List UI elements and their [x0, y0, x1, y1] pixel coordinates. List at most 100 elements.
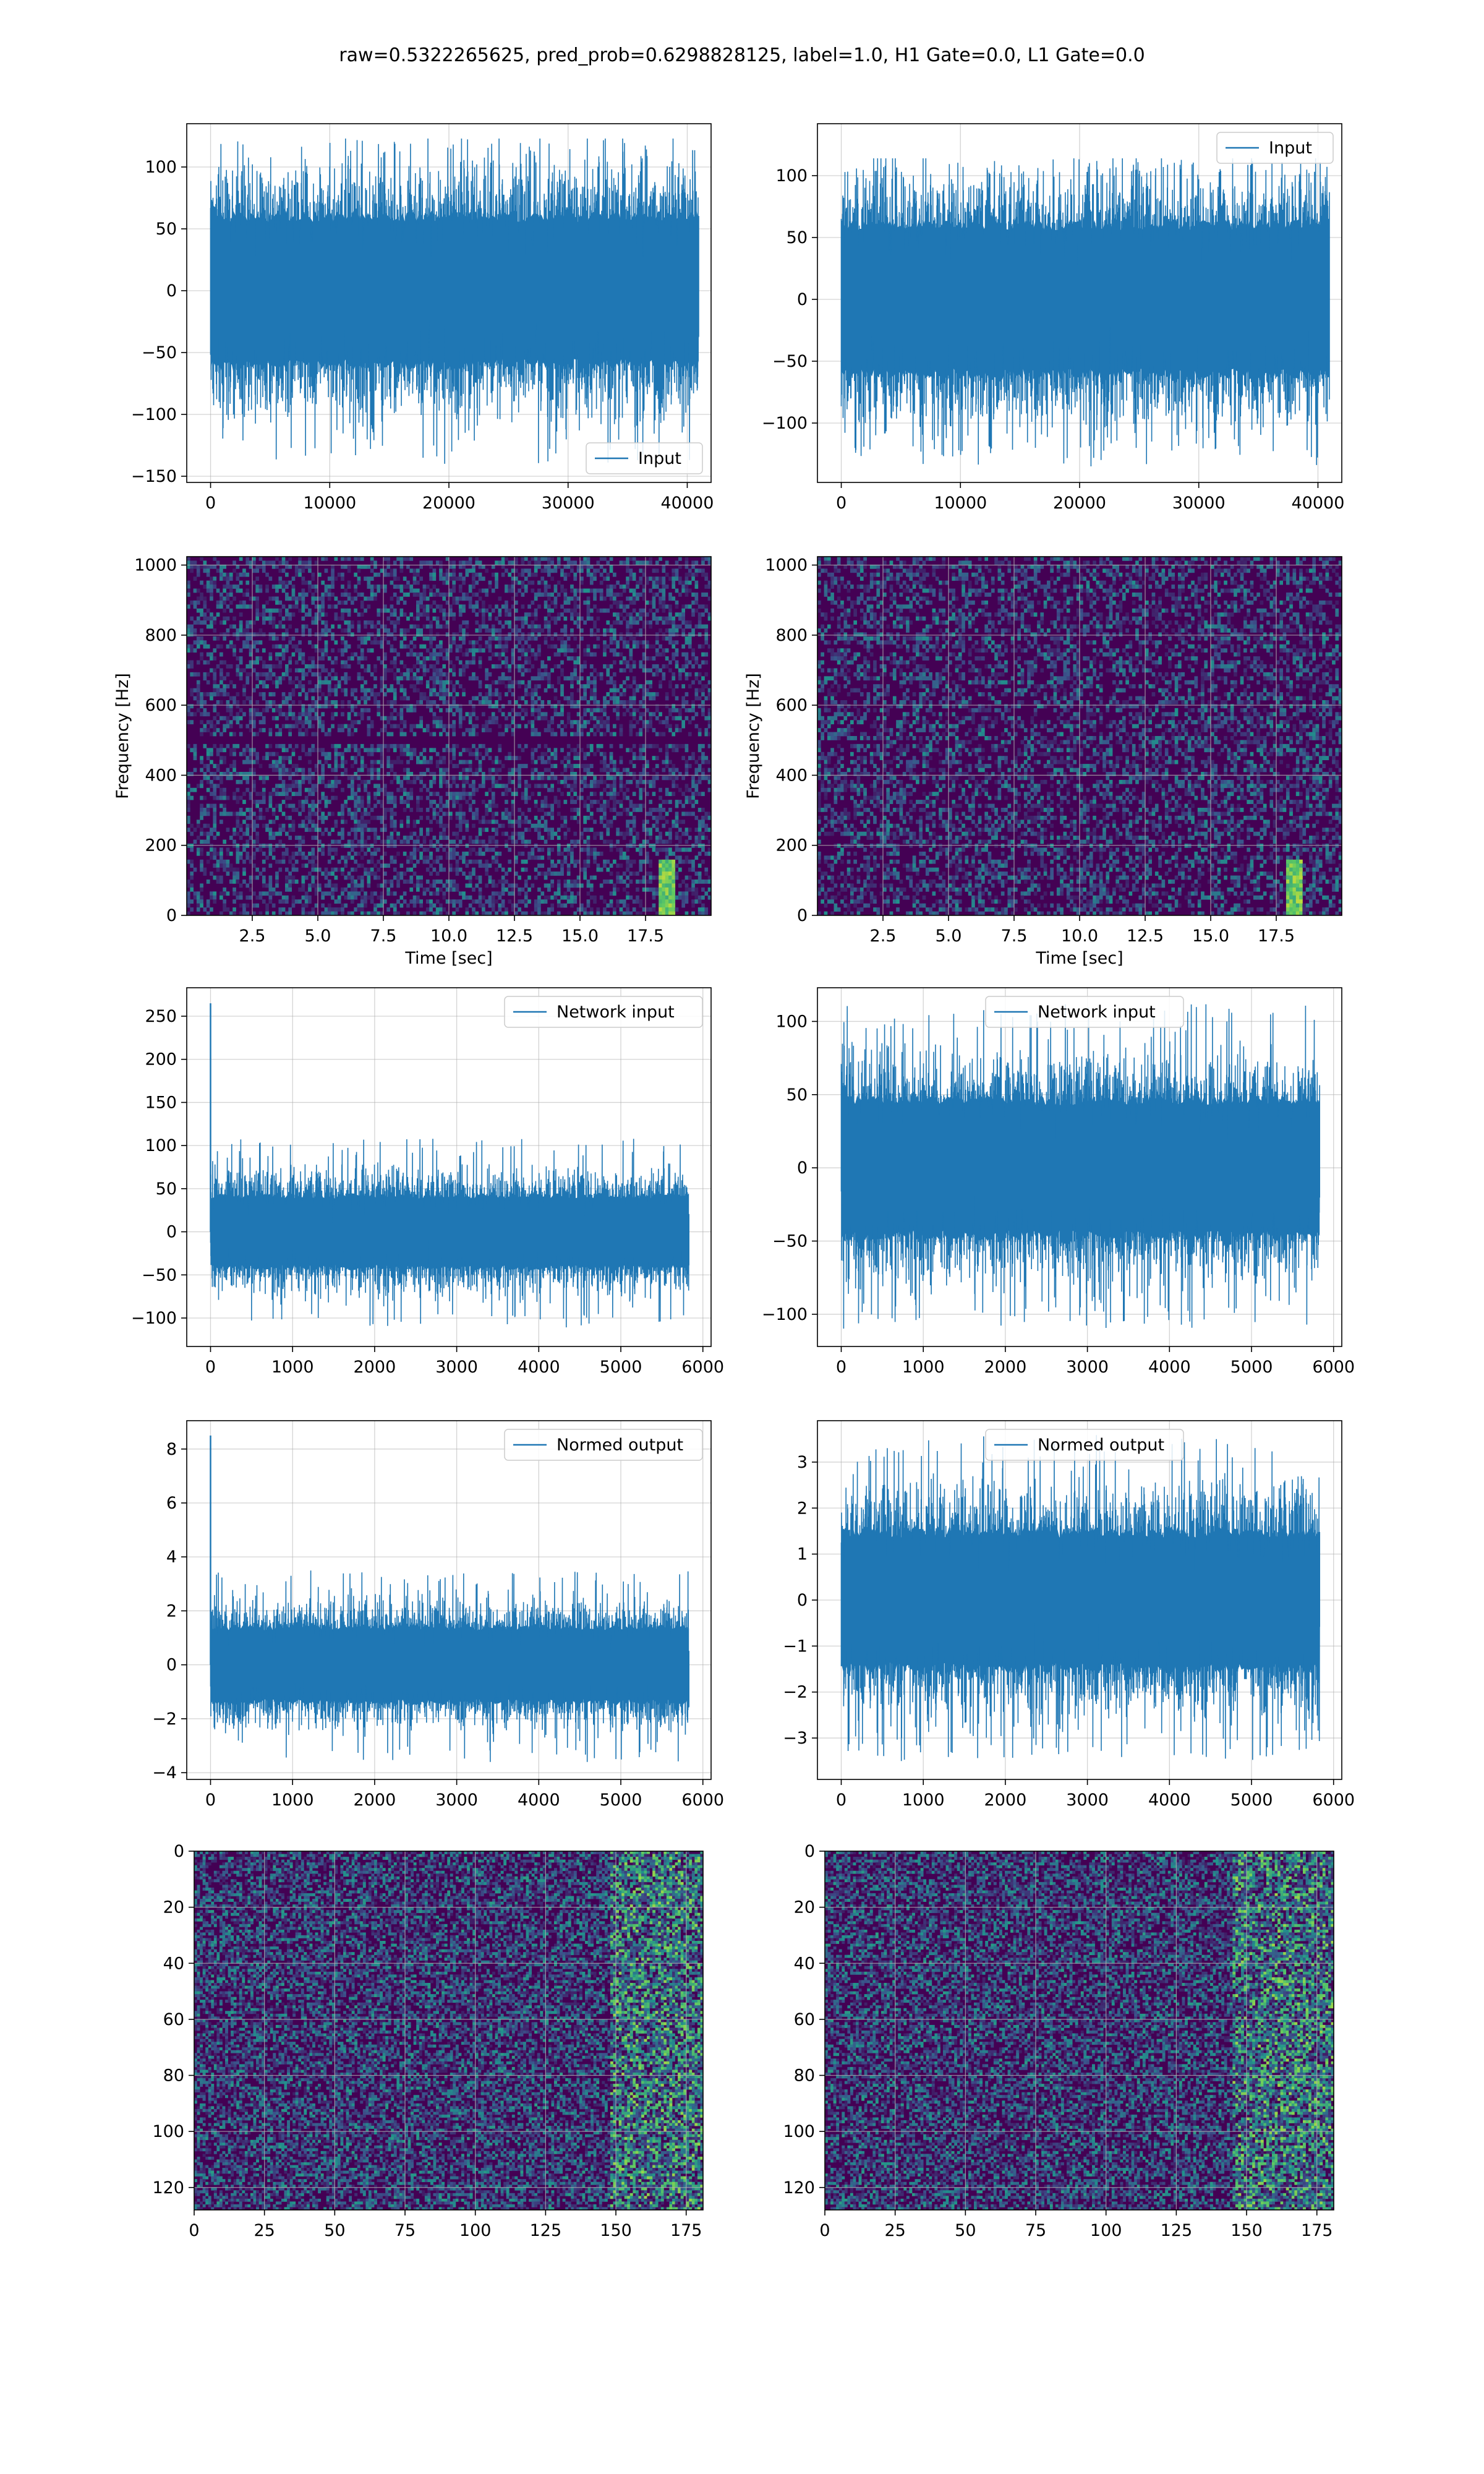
heatmap-cell: [527, 648, 531, 653]
heatmap-cell: [527, 820, 531, 824]
heatmap-cell: [458, 584, 463, 589]
heatmap-cell: [409, 859, 414, 864]
heatmap-cell: [472, 712, 475, 717]
heatmap-cell: [337, 743, 341, 748]
heatmap-cell: [478, 828, 482, 833]
heatmap-cell: [432, 648, 437, 653]
heatmap-cell: [531, 760, 535, 764]
heatmap-cell: [249, 560, 253, 565]
heatmap-cell: [364, 692, 367, 696]
heatmap-cell: [429, 572, 433, 577]
heatmap-cell: [576, 720, 581, 725]
heatmap-cell: [393, 839, 397, 844]
heatmap-cell: [465, 624, 469, 629]
heatmap-cell: [458, 668, 463, 673]
heatmap-cell: [213, 851, 217, 856]
heatmap-cell: [249, 604, 253, 609]
heatmap-cell: [226, 572, 230, 577]
heatmap-cell: [432, 732, 437, 737]
heatmap-cell: [288, 756, 292, 761]
heatmap-cell: [367, 883, 371, 888]
heatmap-cell: [544, 672, 548, 677]
heatmap-cell: [213, 875, 217, 880]
heatmap-cell: [265, 907, 269, 912]
heatmap-cell: [593, 572, 597, 577]
heatmap-cell: [475, 593, 479, 597]
heatmap-cell: [593, 895, 597, 900]
heatmap-cell: [351, 776, 354, 781]
heatmap-cell: [435, 724, 440, 729]
heatmap-cell: [380, 820, 384, 824]
heatmap-cell: [534, 875, 538, 880]
heatmap-cell: [534, 612, 538, 617]
heatmap-cell: [380, 839, 384, 844]
heatmap-cell: [547, 656, 551, 661]
heatmap-cell: [351, 891, 354, 896]
heatmap-cell: [412, 823, 417, 828]
heatmap-cell: [462, 640, 466, 645]
heatmap-cell: [596, 568, 600, 573]
heatmap-cell: [281, 768, 286, 773]
heatmap-cell: [435, 911, 440, 915]
heatmap-cell: [442, 728, 446, 732]
heatmap-cell: [419, 560, 423, 565]
heatmap-cell: [347, 712, 351, 717]
heatmap-cell: [508, 811, 512, 816]
heatmap-cell: [540, 712, 545, 717]
heatmap-cell: [462, 692, 466, 696]
heatmap-cell: [271, 820, 276, 824]
heatmap-cell: [491, 895, 495, 900]
heatmap-cell: [216, 612, 220, 617]
heatmap-cell: [327, 764, 331, 768]
heatmap-cell: [468, 560, 472, 565]
heatmap-cell: [196, 588, 200, 593]
heatmap-cell: [216, 636, 220, 641]
heatmap-cell: [360, 612, 364, 617]
heatmap-cell: [196, 823, 200, 828]
heatmap-cell: [406, 751, 410, 756]
heatmap-cell: [393, 811, 397, 816]
heatmap-cell: [553, 764, 558, 768]
heatmap-cell: [341, 724, 344, 729]
heatmap-cell: [531, 732, 535, 737]
heatmap-cell: [514, 855, 518, 860]
heatmap-cell: [445, 692, 450, 696]
heatmap-cell: [439, 820, 443, 824]
heatmap-cell: [370, 576, 374, 581]
heatmap-cell: [347, 743, 351, 748]
heatmap-cell: [478, 851, 482, 856]
heatmap-cell: [252, 875, 256, 880]
heatmap-cell: [187, 895, 190, 900]
heatmap-cell: [534, 628, 538, 633]
heatmap-cell: [399, 568, 404, 573]
heatmap-cell: [275, 880, 279, 884]
heatmap-cell: [304, 863, 309, 868]
heatmap-cell: [488, 692, 492, 696]
heatmap-cell: [488, 700, 492, 704]
heatmap-cell: [318, 616, 322, 621]
heatmap-cell: [216, 684, 220, 689]
heatmap-cell: [576, 808, 581, 812]
heatmap-cell: [229, 751, 233, 756]
heatmap-cell: [596, 628, 600, 633]
heatmap-cell: [501, 672, 505, 677]
heatmap-cell: [452, 612, 456, 617]
heatmap-cell: [255, 831, 259, 836]
heatmap-cell: [442, 779, 446, 784]
heatmap-cell: [560, 859, 564, 864]
heatmap-cell: [432, 684, 437, 689]
heatmap-cell: [540, 580, 545, 585]
heatmap-cell: [252, 891, 256, 896]
heatmap-cell: [190, 859, 194, 864]
heatmap-cell: [593, 855, 597, 860]
heatmap-cell: [242, 593, 246, 597]
heatmap-cell: [262, 680, 266, 685]
heatmap-cell: [442, 895, 446, 900]
heatmap-cell: [386, 764, 390, 768]
heatmap-cell: [347, 620, 351, 625]
heatmap-cell: [351, 624, 354, 629]
heatmap-cell: [357, 795, 361, 800]
heatmap-cell: [327, 851, 331, 856]
heatmap-cell: [445, 724, 450, 729]
heatmap-cell: [311, 700, 315, 704]
